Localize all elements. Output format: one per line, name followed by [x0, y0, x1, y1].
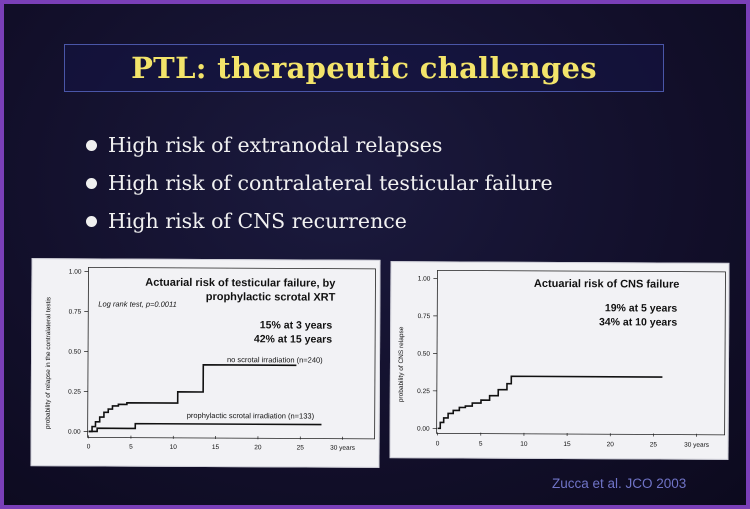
bullet-dot-icon [86, 177, 97, 189]
chart-title-line: prophylactic scrotal XRT [206, 291, 336, 304]
y-tick-label: 0.50 [68, 349, 81, 356]
cns-failure-chart: Actuarial risk of CNS failure 19% at 5 y… [398, 269, 726, 449]
x-tick-label: 25 [297, 444, 305, 451]
bullet-item: High risk of extranodal relapses [86, 126, 553, 164]
slide-title: PTL: therapeutic challenges [131, 51, 597, 85]
y-tick-label: 1.00 [418, 276, 431, 283]
x-tick-label: 15 [563, 441, 571, 448]
bullet-text: High risk of CNS recurrence [108, 209, 407, 233]
bullet-dot-icon [86, 139, 97, 151]
survival-step-line [88, 422, 322, 433]
y-tick-label: 0.75 [418, 313, 431, 320]
series-label: no scrotal irradiation (n=240) [227, 355, 323, 365]
risk-annotation: 34% at 10 years [599, 316, 677, 328]
risk-annotation: 19% at 5 years [605, 302, 678, 314]
x-tick-label: 20 [607, 441, 615, 448]
x-tick-label: 5 [479, 441, 483, 448]
bullet-item: High risk of CNS recurrence [86, 202, 553, 240]
y-tick-label: 0.25 [68, 389, 81, 396]
x-tick-label: 25 [650, 441, 658, 448]
bullet-text: High risk of contralateral testicular fa… [108, 171, 553, 195]
risk-annotation: 15% at 3 years [260, 319, 333, 331]
testicular-failure-chart: Actuarial risk of testicular failure, by… [45, 266, 376, 452]
y-tick-label: 1.00 [69, 269, 82, 276]
y-tick-label: 0.50 [417, 351, 430, 358]
logrank-annotation: Log rank test, p=0.0011 [98, 299, 177, 308]
x-tick-label: 15 [212, 444, 220, 451]
citation: Zucca et al. JCO 2003 [552, 476, 687, 491]
cns-failure-chart-panel: Actuarial risk of CNS failure 19% at 5 y… [389, 261, 730, 460]
y-tick-label: 0.25 [417, 388, 430, 395]
y-tick-label: 0.75 [69, 309, 82, 316]
y-tick-label: 0.00 [68, 429, 81, 436]
bullet-dot-icon [86, 215, 97, 227]
survival-step-line [88, 363, 297, 433]
chart-title: Actuarial risk of CNS failure [534, 278, 680, 291]
x-tick-label: 10 [520, 441, 528, 448]
chart-title-line: Actuarial risk of testicular failure, by [145, 277, 336, 290]
series-label: prophylactic scrotal irradiation (n=133) [187, 411, 315, 421]
x-tick-label: 20 [254, 444, 262, 451]
survival-step-line [437, 375, 663, 430]
x-tick-label: 0 [436, 440, 440, 447]
x-tick-label: 30 years [684, 442, 710, 449]
y-tick-label: 0.00 [417, 426, 430, 433]
plot-frame [87, 266, 376, 440]
title-box: PTL: therapeutic challenges [64, 44, 664, 92]
bullet-list: High risk of extranodal relapses High ri… [86, 126, 553, 240]
bullet-item: High risk of contralateral testicular fa… [86, 164, 553, 202]
testicular-failure-chart-panel: Actuarial risk of testicular failure, by… [30, 258, 381, 468]
x-tick-label: 30 years [330, 445, 356, 452]
x-tick-label: 0 [87, 443, 91, 450]
x-tick-label: 5 [129, 444, 133, 451]
y-axis-label: probability of relapse in the contralate… [45, 296, 53, 429]
x-tick-label: 10 [170, 444, 178, 451]
plot-frame [436, 269, 726, 436]
risk-annotation: 42% at 15 years [254, 333, 332, 345]
bullet-text: High risk of extranodal relapses [108, 133, 443, 157]
y-axis-label: probability of CNS relapse [398, 326, 405, 402]
